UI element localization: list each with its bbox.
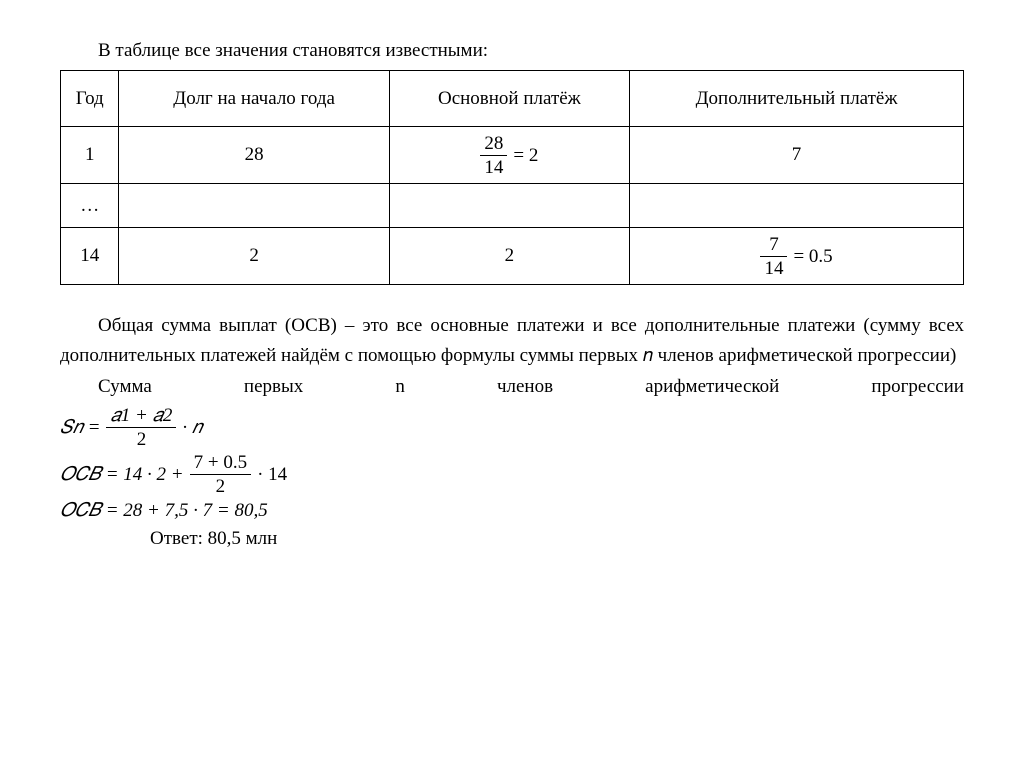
col-extra: Дополнительный платёж [630, 71, 964, 127]
formula-lhs: 𝑆𝑛 = [60, 417, 100, 439]
cell-debt [119, 184, 389, 228]
fraction-eq: = 2 [513, 145, 538, 167]
cell-extra [630, 184, 964, 228]
table-row: 14 2 2 7 14 = 0.5 [61, 228, 964, 285]
fraction: 𝑎1 + 𝑎2 2 [106, 406, 176, 449]
formula-sn: 𝑆𝑛 = 𝑎1 + 𝑎2 2 · 𝑛 [60, 406, 964, 449]
cell-extra: 7 [630, 127, 964, 184]
payment-table: Год Долг на начало года Основной платёж … [60, 70, 964, 285]
cell-debt: 2 [119, 228, 389, 285]
fraction-eq: = 0.5 [793, 246, 832, 268]
formula-ocb1: 𝑂𝐶𝐵 = 14 · 2 + 7 + 0.5 2 · 14 [60, 453, 964, 496]
formula-lhs: 𝑂𝐶𝐵 = 14 · 2 + [60, 464, 184, 486]
table-header-row: Год Долг на начало года Основной платёж … [61, 71, 964, 127]
answer-text: Ответ: 80,5 млн [60, 528, 964, 550]
cell-extra: 7 14 = 0.5 [630, 228, 964, 285]
cell-year: 14 [61, 228, 119, 285]
fraction: 7 + 0.5 2 [190, 453, 251, 496]
table-row: 1 28 28 14 = 2 7 [61, 127, 964, 184]
table-row: … [61, 184, 964, 228]
fraction: 7 14 [760, 235, 787, 278]
paragraph-osv: Общая сумма выплат (ОСВ) – это все основ… [60, 311, 964, 372]
formula-ocb2: 𝑂𝐶𝐵 = 28 + 7,5 · 7 = 80,5 [60, 500, 964, 522]
fraction: 28 14 [480, 134, 507, 177]
cell-year: 1 [61, 127, 119, 184]
intro-text: В таблице все значения становятся извест… [60, 40, 964, 62]
cell-principal: 2 [389, 228, 629, 285]
cell-debt: 28 [119, 127, 389, 184]
formula-tail: · 𝑛 [182, 417, 202, 439]
cell-principal: 28 14 = 2 [389, 127, 629, 184]
cell-year: … [61, 184, 119, 228]
col-principal: Основной платёж [389, 71, 629, 127]
paragraph-sum-intro: Сумма первых n членов арифметической про… [60, 372, 964, 402]
formula-tail: · 14 [257, 464, 287, 486]
document-page: В таблице все значения становятся извест… [0, 0, 1024, 550]
col-debt: Долг на начало года [119, 71, 389, 127]
col-year: Год [61, 71, 119, 127]
cell-principal [389, 184, 629, 228]
